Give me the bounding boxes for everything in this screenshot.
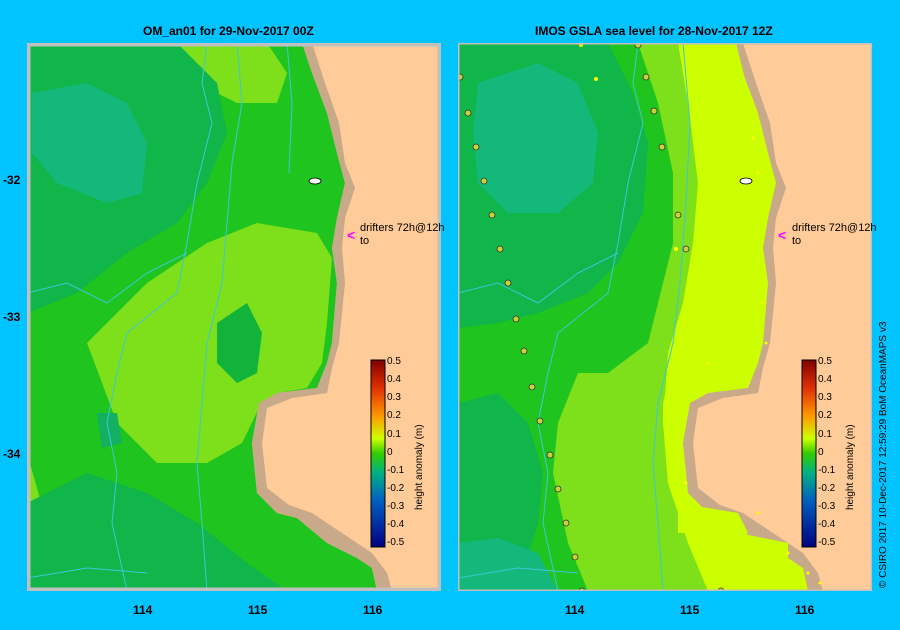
right-cbar-label: -0.5 — [818, 537, 836, 548]
left-cbar-label: 0.3 — [387, 392, 401, 403]
right-cbar-label: 0.3 — [818, 392, 832, 403]
right-cbar-title: height anomaly (m) — [845, 424, 856, 510]
x-tick-label: 116 — [363, 603, 383, 617]
x-tick-label: 114 — [133, 603, 153, 617]
y-tick-label: -34 — [3, 447, 21, 461]
left-panel-title: OM_an01 for 29-Nov-2017 00Z — [143, 24, 314, 38]
right-cbar-label: -0.1 — [818, 465, 836, 476]
right-cbar-label: 0 — [818, 447, 824, 458]
left-cbar-label: 0 — [387, 447, 393, 458]
left-drifter-annotation-to: to — [360, 235, 370, 247]
right-panel-title: IMOS GSLA sea level for 28-Nov-2017 12Z — [535, 24, 773, 38]
left-cbar-label: 0.4 — [387, 374, 401, 385]
left-colorbar — [370, 359, 386, 548]
x-tick-label: 115 — [680, 603, 700, 617]
right-map[interactable] — [458, 43, 872, 591]
right-cbar-label: -0.3 — [818, 501, 836, 512]
left-cbar-label: -0.1 — [387, 465, 405, 476]
right-cbar-label: -0.2 — [818, 483, 836, 494]
left-cbar-label: -0.5 — [387, 537, 405, 548]
y-tick-label: -33 — [3, 310, 21, 324]
right-map-field — [458, 43, 872, 591]
left-cbar-label: 0.1 — [387, 429, 401, 440]
right-cbar-label: -0.4 — [818, 519, 836, 530]
right-cbar-label: 0.5 — [818, 356, 832, 367]
credit-text: © CSIRO 2017 10-Dec-2017 12:59:29 BoM Oc… — [878, 321, 889, 588]
x-tick-label: 115 — [248, 603, 268, 617]
x-tick-label: 116 — [795, 603, 815, 617]
y-tick-label: -32 — [3, 173, 21, 187]
left-cbar-label: -0.2 — [387, 483, 405, 494]
left-cbar-label: 0.5 — [387, 356, 401, 367]
right-drifter-arrow: < — [778, 227, 787, 243]
right-drifter-annotation: drifters 72h@12h — [792, 222, 877, 234]
left-cbar-label: 0.2 — [387, 410, 401, 421]
left-cbar-label: -0.3 — [387, 501, 405, 512]
left-cbar-title: height anomaly (m) — [414, 424, 425, 510]
right-colorbar — [801, 359, 817, 548]
left-map-field — [27, 43, 441, 591]
right-cbar-label: 0.2 — [818, 410, 832, 421]
right-cbar-label: 0.4 — [818, 374, 832, 385]
left-drifter-annotation: drifters 72h@12h — [360, 222, 445, 234]
left-map[interactable] — [27, 43, 441, 591]
right-drifter-annotation-to: to — [792, 235, 802, 247]
left-drifter-arrow: < — [347, 227, 356, 243]
x-tick-label: 114 — [565, 603, 585, 617]
right-cbar-label: 0.1 — [818, 429, 832, 440]
left-cbar-label: -0.4 — [387, 519, 405, 530]
